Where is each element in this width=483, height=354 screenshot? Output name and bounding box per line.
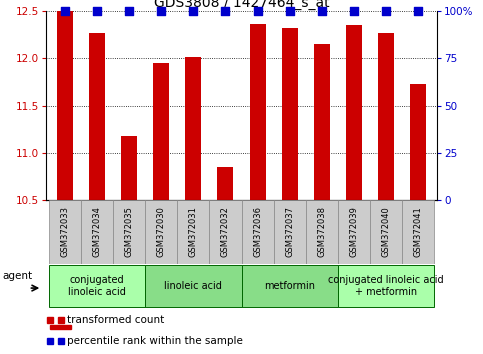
Point	[61, 8, 69, 14]
FancyBboxPatch shape	[113, 200, 145, 264]
Text: GSM372041: GSM372041	[413, 206, 422, 257]
Bar	[50, 325, 71, 329]
FancyBboxPatch shape	[402, 200, 434, 264]
Point	[189, 8, 197, 14]
FancyBboxPatch shape	[210, 200, 242, 264]
Text: GSM372040: GSM372040	[381, 206, 390, 257]
Text: metformin: metformin	[264, 281, 315, 291]
Point	[414, 8, 422, 14]
Point	[93, 8, 101, 14]
FancyBboxPatch shape	[81, 200, 113, 264]
Text: conjugated
linoleic acid: conjugated linoleic acid	[68, 275, 126, 297]
FancyBboxPatch shape	[145, 200, 177, 264]
Bar	[313, 44, 330, 200]
Text: GSM372036: GSM372036	[253, 206, 262, 257]
Point	[222, 8, 229, 14]
FancyBboxPatch shape	[242, 265, 338, 307]
Bar	[378, 33, 394, 200]
Bar	[121, 136, 137, 200]
Bar	[250, 24, 266, 200]
Point	[286, 8, 294, 14]
Bar	[153, 63, 170, 200]
Text: GSM372034: GSM372034	[93, 206, 102, 257]
Bar	[282, 28, 298, 200]
Point	[157, 8, 165, 14]
Text: linoleic acid: linoleic acid	[164, 281, 222, 291]
Text: GSM372030: GSM372030	[157, 206, 166, 257]
FancyBboxPatch shape	[338, 200, 370, 264]
Text: GSM372037: GSM372037	[285, 206, 294, 257]
FancyBboxPatch shape	[145, 265, 242, 307]
Point	[126, 8, 133, 14]
Bar	[217, 167, 233, 200]
Bar	[410, 84, 426, 200]
Text: agent: agent	[2, 271, 32, 281]
Point	[254, 8, 261, 14]
Point	[318, 8, 326, 14]
FancyBboxPatch shape	[242, 200, 273, 264]
Text: GSM372033: GSM372033	[61, 206, 70, 257]
Text: GSM372038: GSM372038	[317, 206, 326, 257]
FancyBboxPatch shape	[49, 200, 81, 264]
Point	[350, 8, 357, 14]
FancyBboxPatch shape	[338, 265, 434, 307]
Point	[382, 8, 390, 14]
Bar	[185, 57, 201, 200]
Bar	[346, 25, 362, 200]
FancyBboxPatch shape	[177, 200, 210, 264]
Title: GDS3808 / 1427464_s_at: GDS3808 / 1427464_s_at	[154, 0, 329, 10]
Text: conjugated linoleic acid
+ metformin: conjugated linoleic acid + metformin	[328, 275, 443, 297]
Text: percentile rank within the sample: percentile rank within the sample	[68, 336, 243, 346]
Text: transformed count: transformed count	[68, 315, 165, 325]
Text: GSM372031: GSM372031	[189, 206, 198, 257]
FancyBboxPatch shape	[370, 200, 402, 264]
Bar	[57, 11, 73, 200]
FancyBboxPatch shape	[306, 200, 338, 264]
Text: GSM372035: GSM372035	[125, 206, 134, 257]
Text: GSM372032: GSM372032	[221, 206, 230, 257]
FancyBboxPatch shape	[49, 265, 145, 307]
Bar	[89, 33, 105, 200]
FancyBboxPatch shape	[273, 200, 306, 264]
Text: GSM372039: GSM372039	[349, 206, 358, 257]
